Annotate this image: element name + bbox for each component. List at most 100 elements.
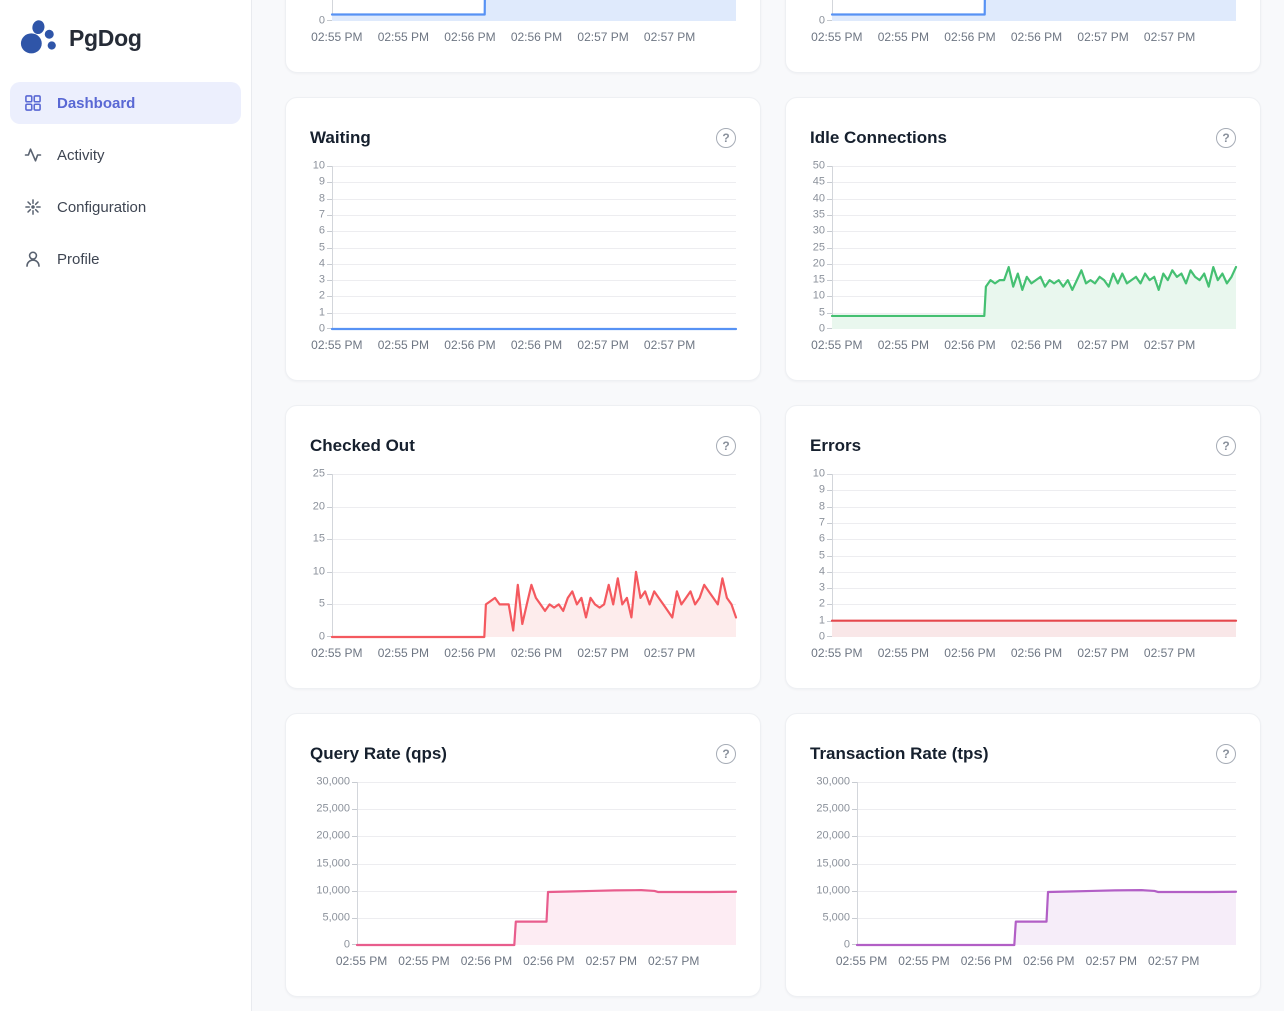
user-icon [23, 249, 43, 269]
x-tick-label: 02:55 PM [311, 338, 363, 352]
y-axis-labels: 30,000 25,000 20,000 15,000 10,000 5,000 0 [310, 776, 357, 950]
x-tick-label: 02:57 PM [1143, 646, 1196, 660]
y-tick-label: 1 [818, 614, 825, 627]
y-axis-labels: 50 45 40 35 30 25 20 15 10 5 0 [810, 160, 832, 334]
spark-asterisk-icon [23, 197, 43, 217]
x-tick-label: 02:56 PM [510, 30, 563, 44]
sidebar-item-dashboard[interactable]: Dashboard [10, 82, 241, 124]
y-tick-label: 5,000 [322, 911, 350, 924]
x-tick-label: 02:55 PM [377, 30, 430, 44]
y-tick-label: 2 [818, 597, 825, 610]
y-tick-label: 25,000 [316, 802, 350, 815]
y-tick-label: 4 [818, 565, 825, 578]
help-icon[interactable]: ? [716, 744, 736, 764]
chart-plot [327, 166, 738, 331]
x-tick-label: 02:57 PM [1148, 954, 1200, 968]
x-tick-label: 02:57 PM [577, 30, 629, 44]
y-tick-label: 10 [812, 467, 825, 480]
y-axis-labels: 30,000 25,000 20,000 15,000 10,000 5,000 0 [810, 776, 857, 950]
y-axis-labels: 50403020100 [810, 0, 832, 26]
x-tick-label: 02:55 PM [377, 338, 430, 352]
y-axis-labels: 50403020100 [310, 0, 332, 26]
x-tick-label: 02:57 PM [1143, 338, 1196, 352]
y-tick-label: 3 [318, 273, 325, 286]
y-tick-label: 30,000 [816, 775, 850, 788]
x-axis-labels: 02:55 PM 02:55 PM 02:56 PM 02:56 PM 02:57 PM… [311, 30, 736, 45]
x-tick-label: 02:57 PM [577, 646, 629, 660]
chart-card-waiting: Waiting ? 10 9 8 7 6 5 4 3 2 1 0 02:55 PM 02:55 PM 0… [285, 97, 761, 381]
x-axis-labels: 02:55 PM 02:55 PM 02:56 PM 02:56 PM 02:57 PM… [311, 646, 736, 661]
x-tick-label: 02:56 PM [460, 954, 513, 968]
x-tick-label: 02:57 PM [1143, 30, 1196, 44]
area-chart: 10 9 8 7 6 5 4 3 2 1 0 02:55 PM 02:55 PM 02:56 PM 02:… [810, 468, 1238, 661]
y-tick-label: 5 [318, 597, 325, 610]
help-icon[interactable]: ? [716, 128, 736, 148]
x-tick-label: 02:56 PM [510, 338, 563, 352]
dashboard-grid-icon [23, 93, 43, 113]
pgdog-paw-logo-icon [20, 20, 56, 54]
sidebar-item-activity[interactable]: Activity [10, 134, 241, 176]
chart-plot [852, 782, 1238, 947]
chart-card-query-rate: Query Rate (qps) ? 30,000 25,000 20,000 15,… [285, 713, 761, 997]
x-axis-labels: 02:55 PM 02:55 PM 02:56 PM 02:56 PM 02:57 PM… [311, 338, 736, 353]
chart-plot [352, 782, 738, 947]
help-icon[interactable]: ? [1216, 744, 1236, 764]
y-tick-label: 8 [318, 192, 325, 205]
sidebar-item-configuration[interactable]: Configuration [10, 186, 241, 228]
y-tick-label: 0 [343, 938, 350, 951]
area-chart: 30,000 25,000 20,000 15,000 10,000 5,000 0 02:… [810, 776, 1238, 969]
chart-title: Waiting [310, 128, 371, 147]
brand: PgDog [10, 16, 241, 82]
help-icon[interactable]: ? [1216, 436, 1236, 456]
help-icon[interactable]: ? [716, 436, 736, 456]
y-tick-label: 0 [318, 630, 325, 643]
y-tick-label: 0 [818, 322, 825, 335]
x-tick-label: 02:57 PM [577, 338, 629, 352]
x-tick-label: 02:57 PM [1077, 646, 1129, 660]
y-tick-label: 4 [318, 257, 325, 270]
x-tick-label: 02:56 PM [510, 646, 563, 660]
x-tick-label: 02:56 PM [444, 338, 496, 352]
y-tick-label: 15,000 [816, 857, 850, 869]
area-chart: 50 45 40 35 30 25 20 15 10 5 0 02:55 PM 02:55 PM 02:… [810, 160, 1238, 353]
area-chart: 10 9 8 7 6 5 4 3 2 1 0 02:55 PM 02:55 PM 02:56 PM 02:… [310, 160, 738, 353]
help-icon[interactable]: ? [1216, 128, 1236, 148]
y-tick-label: 15,000 [316, 857, 350, 869]
x-tick-label: 02:56 PM [1010, 646, 1063, 660]
sidebar-item-label: Configuration [57, 198, 147, 216]
y-tick-label: 0 [318, 322, 325, 335]
x-tick-label: 02:56 PM [944, 30, 996, 44]
x-tick-label: 02:57 PM [585, 954, 637, 968]
chart-plot [327, 474, 738, 639]
chart-title: Transaction Rate (tps) [810, 744, 989, 763]
x-tick-label: 02:56 PM [944, 646, 996, 660]
x-tick-label: 02:57 PM [643, 338, 696, 352]
x-tick-label: 02:56 PM [444, 30, 496, 44]
area-chart: 25 20 15 10 5 0 02:55 PM 02:55 PM 02:56 PM 02:56… [310, 468, 738, 661]
chart-card-errors: Errors ? 10 9 8 7 6 5 4 3 2 1 0 02:55 PM 02:55 PM 02… [785, 405, 1261, 689]
y-tick-label: 25 [812, 241, 825, 253]
y-tick-label: 6 [818, 532, 825, 545]
y-tick-label: 0 [843, 938, 850, 951]
y-tick-label: 15 [812, 273, 825, 286]
x-tick-label: 02:55 PM [811, 646, 863, 660]
y-tick-label: 15 [312, 532, 325, 545]
x-tick-label: 02:57 PM [648, 954, 700, 968]
y-tick-label: 0 [818, 630, 825, 643]
y-tick-label: 0 [818, 14, 825, 27]
x-axis-labels: 02:55 PM 02:55 PM 02:56 PM 02:56 PM 02:57 PM… [811, 338, 1236, 353]
x-axis-labels: 02:55 PM 02:55 PM 02:56 PM 02:56 PM 02:57 PM… [836, 954, 1236, 969]
sidebar-item-profile[interactable]: Profile [10, 238, 241, 280]
y-tick-label: 40 [812, 192, 825, 205]
y-tick-label: 10,000 [316, 884, 350, 897]
y-tick-label: 5 [818, 306, 825, 319]
y-tick-label: 3 [818, 581, 825, 594]
y-tick-label: 20 [312, 500, 325, 513]
y-axis-labels: 25 20 15 10 5 0 [310, 468, 332, 642]
x-tick-label: 02:56 PM [1010, 30, 1063, 44]
y-tick-label: 5 [318, 241, 325, 253]
y-tick-label: 5,000 [822, 911, 850, 924]
y-tick-label: 0 [318, 14, 325, 27]
